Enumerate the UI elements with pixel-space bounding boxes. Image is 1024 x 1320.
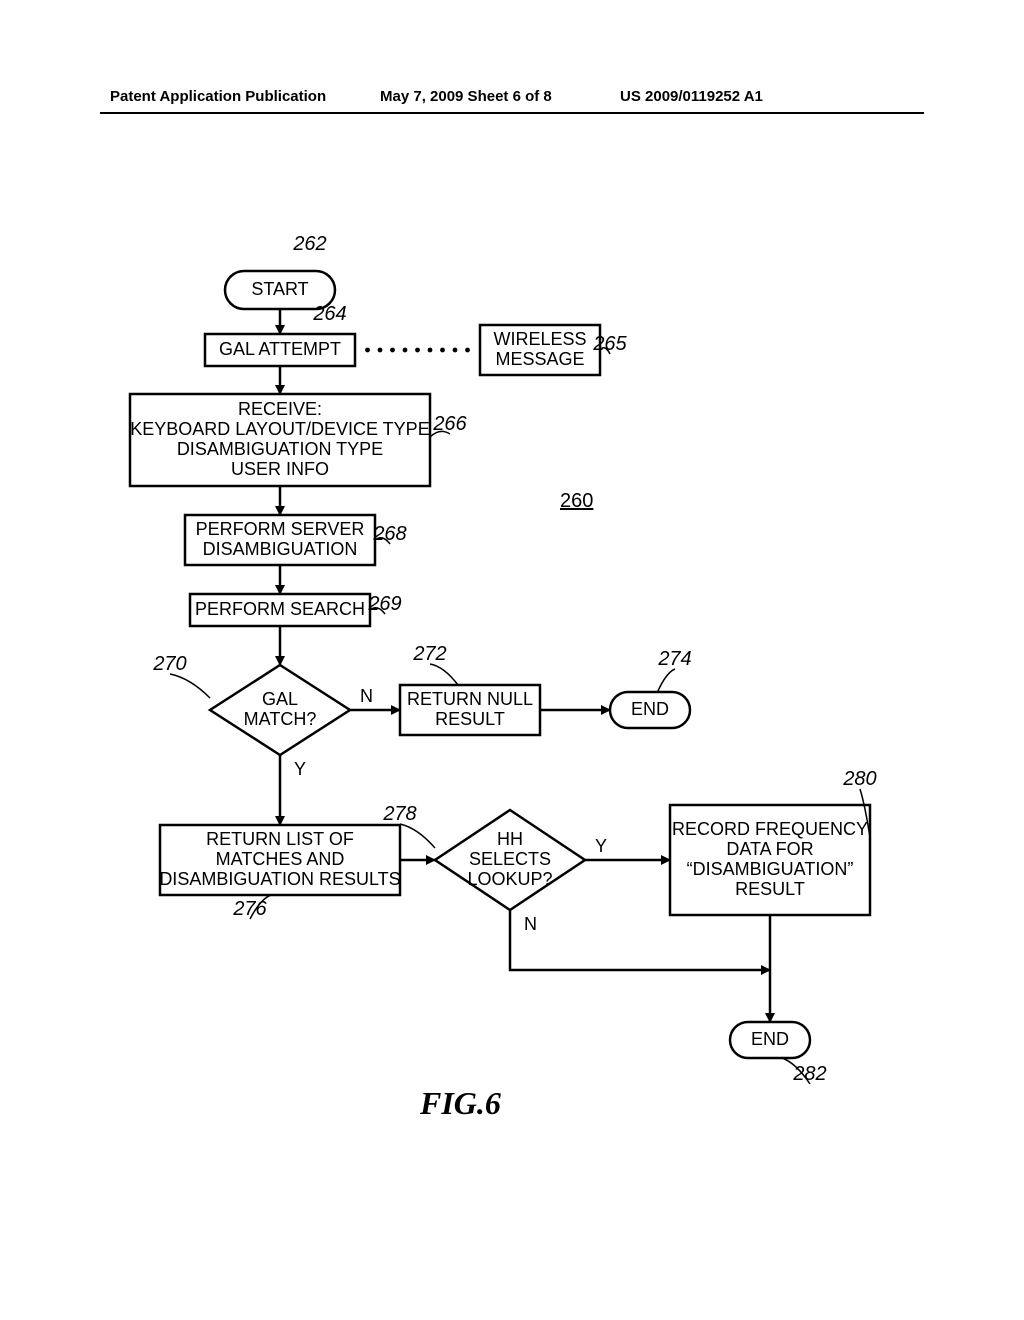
node-label: SELECTS xyxy=(469,849,551,869)
ref-number-276: 276 xyxy=(232,898,267,920)
node-label: RESULT xyxy=(435,709,505,729)
node-label: LOOKUP? xyxy=(467,869,552,889)
edge-label-N: N xyxy=(360,686,373,706)
node-receive: RECEIVE:KEYBOARD LAYOUT/DEVICE TYPEDISAM… xyxy=(130,394,430,486)
node-end1: END xyxy=(610,692,690,728)
node-label: DISAMBIGUATION xyxy=(203,539,358,559)
node-label: KEYBOARD LAYOUT/DEVICE TYPE xyxy=(130,419,429,439)
ref-number-280: 280 xyxy=(842,768,876,790)
node-hhSelects: HHSELECTSLOOKUP? xyxy=(435,810,585,910)
node-label: GAL ATTEMPT xyxy=(219,339,341,359)
node-label: WIRELESS xyxy=(493,329,586,349)
node-label: END xyxy=(631,699,669,719)
node-label: PERFORM SERVER xyxy=(196,519,365,539)
node-label: MATCH? xyxy=(244,709,317,729)
node-galMatch: GALMATCH? xyxy=(210,665,350,755)
edge-hhSelects-end2 xyxy=(510,910,770,970)
node-label: START xyxy=(251,279,308,299)
node-label: RESULT xyxy=(735,879,805,899)
node-label: END xyxy=(751,1029,789,1049)
node-label: MESSAGE xyxy=(495,349,584,369)
node-wireless: WIRELESSMESSAGE xyxy=(480,325,600,375)
node-search: PERFORM SEARCH xyxy=(190,594,370,626)
node-label: “DISAMBIGUATION” xyxy=(687,859,854,879)
node-label: DATA FOR xyxy=(726,839,813,859)
ref-number-278: 278 xyxy=(382,803,416,825)
node-serverDis: PERFORM SERVERDISAMBIGUATION xyxy=(185,515,375,565)
ref-number-265: 265 xyxy=(592,333,627,355)
flowchart: N Y Y N START GAL ATTEMPT WIRELESSMESSAGE RECE… xyxy=(0,0,1024,1320)
node-label: DISAMBIGUATION TYPE xyxy=(177,439,383,459)
node-retNull: RETURN NULLRESULT xyxy=(400,685,540,735)
ref-number-269: 269 xyxy=(367,593,401,615)
node-retList: RETURN LIST OFMATCHES ANDDISAMBIGUATION … xyxy=(159,825,400,895)
node-label: GAL xyxy=(262,689,298,709)
ref-number-272: 272 xyxy=(412,643,446,665)
edge-label-Y: Y xyxy=(595,836,607,856)
ref-number-268: 268 xyxy=(372,523,406,545)
ref-number-262: 262 xyxy=(292,233,326,255)
ref-number-266: 266 xyxy=(432,413,467,435)
node-label: PERFORM SEARCH xyxy=(195,599,365,619)
edge-label-Y: Y xyxy=(294,759,306,779)
node-label: DISAMBIGUATION RESULTS xyxy=(159,869,400,889)
node-label: RECEIVE: xyxy=(238,399,322,419)
edge-label-N: N xyxy=(524,914,537,934)
node-end2: END xyxy=(730,1022,810,1058)
node-label: MATCHES AND xyxy=(216,849,345,869)
ref-number-274: 274 xyxy=(657,648,691,670)
node-galAttempt: GAL ATTEMPT xyxy=(205,334,355,366)
ref-number-282: 282 xyxy=(792,1063,826,1085)
node-label: RETURN NULL xyxy=(407,689,533,709)
ref-number-264: 264 xyxy=(312,303,346,325)
node-label: RETURN LIST OF xyxy=(206,829,354,849)
node-label: RECORD FREQUENCY xyxy=(672,819,868,839)
node-label: HH xyxy=(497,829,523,849)
ref-number-270: 270 xyxy=(152,653,186,675)
node-recordFreq: RECORD FREQUENCYDATA FOR“DISAMBIGUATION”… xyxy=(670,805,870,915)
node-label: USER INFO xyxy=(231,459,329,479)
